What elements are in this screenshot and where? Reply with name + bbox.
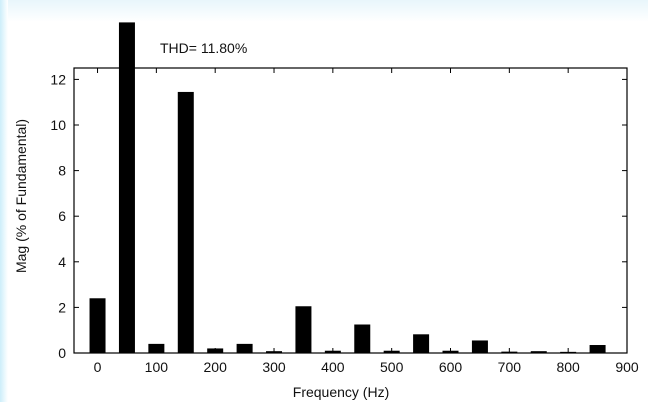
bar-550hz (413, 334, 430, 353)
y-tick-label-8: 8 (58, 163, 66, 179)
x-tick-label-500: 500 (380, 359, 404, 375)
bar-650hz (471, 340, 488, 353)
bar-450hz (354, 324, 371, 353)
bar-50hz (118, 22, 135, 354)
bar-850hz (589, 345, 606, 353)
y-tick-label-4: 4 (58, 254, 66, 270)
y-tick-label-12: 12 (50, 71, 66, 87)
bars-layer (89, 22, 606, 354)
bar-750hz (530, 351, 547, 353)
bar-0hz (89, 298, 106, 353)
x-tick-label-400: 400 (321, 359, 345, 375)
x-tick-label-200: 200 (204, 359, 228, 375)
y-tick-label-10: 10 (50, 117, 66, 133)
ticks-layer: 0 100 200 300 400 500 600 700 800 900 0 2 4 6 8 10 12 (50, 68, 639, 375)
x-axis-label: Frequency (Hz) (293, 384, 389, 400)
x-tick-label-100: 100 (145, 359, 169, 375)
y-tick-label-0: 0 (58, 345, 66, 361)
x-tick-label-800: 800 (556, 359, 580, 375)
plot-area-frame (73, 67, 628, 354)
x-tick-label-0: 0 (94, 359, 102, 375)
x-tick-label-900: 900 (615, 359, 639, 375)
bar-250hz (236, 343, 253, 353)
thd-annotation: THD= 11.80% (160, 40, 247, 56)
bar-150hz (177, 91, 194, 353)
y-axis-label: Mag (% of Fundamental) (13, 119, 29, 273)
y-tick-label-6: 6 (58, 208, 66, 224)
bar-350hz (295, 306, 312, 353)
x-tick-label-700: 700 (498, 359, 522, 375)
x-tick-label-300: 300 (262, 359, 286, 375)
x-tick-label-600: 600 (439, 359, 463, 375)
y-tick-label-2: 2 (58, 299, 66, 315)
